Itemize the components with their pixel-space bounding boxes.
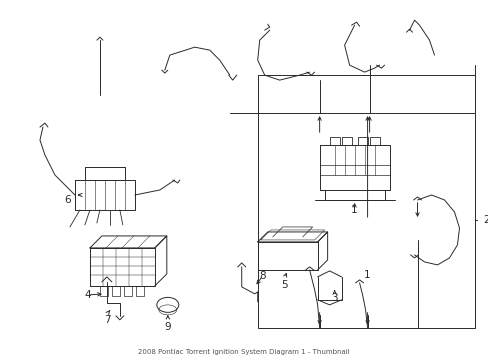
Text: 6: 6 (64, 195, 71, 205)
Text: 5: 5 (281, 280, 287, 290)
Text: 1: 1 (350, 205, 357, 215)
Text: 3: 3 (331, 293, 337, 303)
Text: 4: 4 (84, 290, 91, 300)
Text: 2008 Pontiac Torrent Ignition System Diagram 1 - Thumbnail: 2008 Pontiac Torrent Ignition System Dia… (138, 349, 349, 355)
Text: 8: 8 (259, 271, 265, 281)
Text: 2: 2 (482, 215, 488, 225)
Text: 1: 1 (364, 270, 370, 280)
Bar (257, 113, 474, 328)
Text: 9: 9 (164, 322, 171, 332)
Text: 7: 7 (104, 315, 111, 325)
